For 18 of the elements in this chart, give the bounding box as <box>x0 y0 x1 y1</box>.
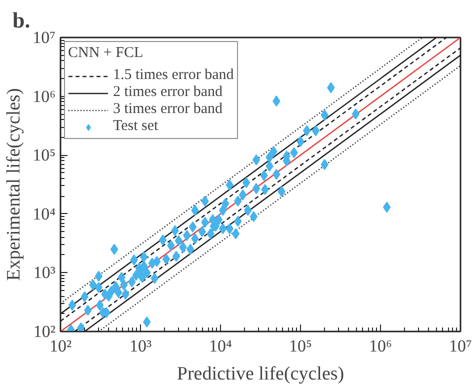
legend-label: 3 times error band <box>113 101 223 118</box>
legend-title: CNN + FCL <box>68 45 144 62</box>
legend-label: 2 times error band <box>113 84 223 101</box>
x-axis-title: Predictive life(cycles) <box>176 364 344 384</box>
x-tick-label: 10⁵ <box>289 336 312 356</box>
x-tick-label: 10⁷ <box>449 336 472 356</box>
y-tick-label: 10⁷ <box>32 28 56 47</box>
y-tick-label: 10³ <box>33 263 56 282</box>
chart-title: b. <box>12 8 30 32</box>
y-axis-title: Experimental life(cycles) <box>4 88 25 281</box>
y-tick-label: 10⁶ <box>32 86 56 106</box>
x-tick-label: 10⁶ <box>369 336 392 356</box>
x-tick-label: 10⁴ <box>209 336 232 356</box>
y-tick-label: 10⁵ <box>32 146 56 165</box>
y-tick-label: 10⁴ <box>32 204 56 224</box>
legend-label: 1.5 times error band <box>113 67 234 84</box>
x-tick-label: 10³ <box>129 336 152 356</box>
legend-label: Test set <box>113 118 158 135</box>
